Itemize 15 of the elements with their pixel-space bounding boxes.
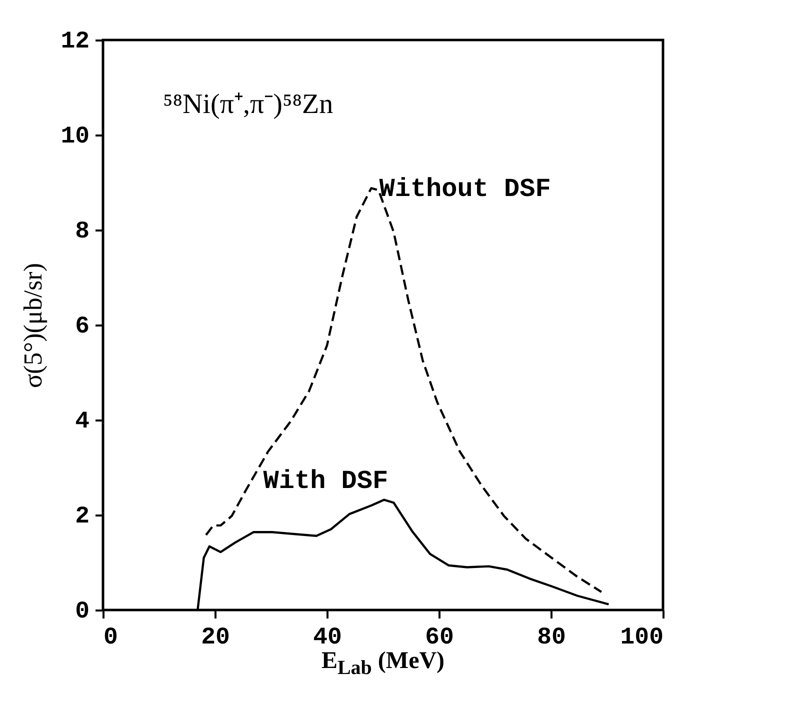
x-tick-label: 100: [620, 624, 664, 652]
y-tick-label: 0: [75, 598, 90, 626]
x-tick-label: 80: [537, 624, 566, 652]
y-axis-title: σ(5°)(μb/sr): [18, 263, 48, 388]
annotation: ⁵⁸Ni(π⁺,π⁻)⁵⁸Zn: [163, 89, 334, 120]
y-tick-label: 4: [75, 408, 90, 436]
y-tick-label: 10: [60, 124, 90, 150]
x-tick-label: 0: [104, 624, 118, 652]
x-tick-label: 20: [201, 624, 230, 652]
y-tick-label: 6: [75, 314, 90, 340]
y-tick-label: 2: [75, 504, 90, 530]
y-tick-label: 8: [75, 218, 90, 246]
y-tick-label: 12: [60, 28, 90, 56]
series-label: With DSF: [263, 466, 388, 496]
series-label: Without DSF: [379, 174, 551, 204]
